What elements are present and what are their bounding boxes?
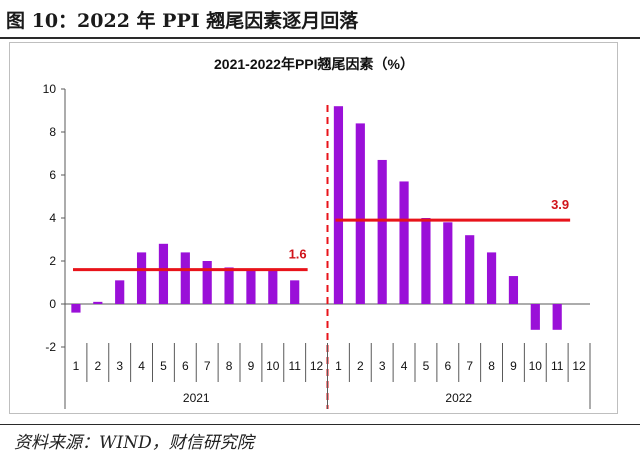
bar [158, 243, 169, 304]
month-tick-label: 1 [335, 359, 342, 373]
average-label: 1.6 [289, 247, 307, 262]
month-tick-label: 1 [73, 359, 80, 373]
y-tick-label: 6 [49, 168, 56, 182]
y-tick-label: 0 [49, 297, 56, 311]
month-tick-label: 4 [401, 359, 408, 373]
month-tick-label: 6 [182, 359, 189, 373]
month-tick-label: 6 [444, 359, 451, 373]
source-rule [0, 424, 640, 425]
month-tick-label: 7 [204, 359, 211, 373]
year-group-label: 2021 [183, 391, 210, 405]
month-tick-label: 11 [551, 359, 564, 373]
bar [246, 269, 256, 304]
bar [421, 218, 431, 304]
month-tick-label: 12 [310, 359, 324, 373]
bar [486, 252, 497, 304]
year-group-label: 2022 [445, 391, 472, 405]
bar [224, 267, 234, 304]
month-tick-label: 10 [266, 359, 280, 373]
bar [268, 269, 278, 304]
y-tick-label: 8 [49, 125, 56, 139]
bar [465, 235, 475, 304]
bar [377, 159, 387, 304]
bar [508, 276, 519, 304]
bar [355, 123, 365, 305]
source-note: 资料来源：WIND，财信研究院 [14, 433, 254, 453]
month-tick-label: 10 [529, 359, 543, 373]
month-tick-label: 3 [379, 359, 386, 373]
y-tick-label: 2 [49, 254, 56, 268]
figure-title: 图 10：2022 年 PPI 翘尾因素逐月回落 [6, 10, 359, 32]
bar [290, 280, 300, 304]
bar [115, 280, 125, 304]
month-tick-label: 8 [488, 359, 495, 373]
y-tick-label: -2 [45, 340, 56, 354]
month-tick-label: 8 [226, 359, 233, 373]
bar [443, 222, 453, 304]
month-tick-label: 9 [248, 359, 255, 373]
month-tick-label: 12 [572, 359, 586, 373]
y-tick-label: 4 [49, 211, 56, 225]
month-tick-label: 3 [116, 359, 123, 373]
month-tick-label: 11 [288, 359, 301, 373]
average-label: 3.9 [551, 197, 569, 212]
bar [530, 304, 540, 330]
bar [202, 261, 212, 304]
bar [136, 252, 147, 304]
month-tick-label: 2 [94, 359, 101, 373]
title-rule [0, 37, 640, 39]
bar [552, 304, 562, 330]
month-tick-label: 7 [466, 359, 473, 373]
bar [399, 181, 409, 304]
bar [71, 304, 81, 313]
month-tick-label: 5 [423, 359, 430, 373]
month-tick-label: 2 [357, 359, 364, 373]
month-tick-label: 4 [138, 359, 145, 373]
bar [333, 106, 344, 304]
chart-title: 2021-2022年PPI翘尾因素（%） [214, 56, 414, 72]
y-tick-label: 10 [43, 82, 57, 96]
month-tick-label: 9 [510, 359, 517, 373]
month-tick-label: 5 [160, 359, 167, 373]
bar [180, 252, 190, 304]
bar [93, 301, 103, 304]
